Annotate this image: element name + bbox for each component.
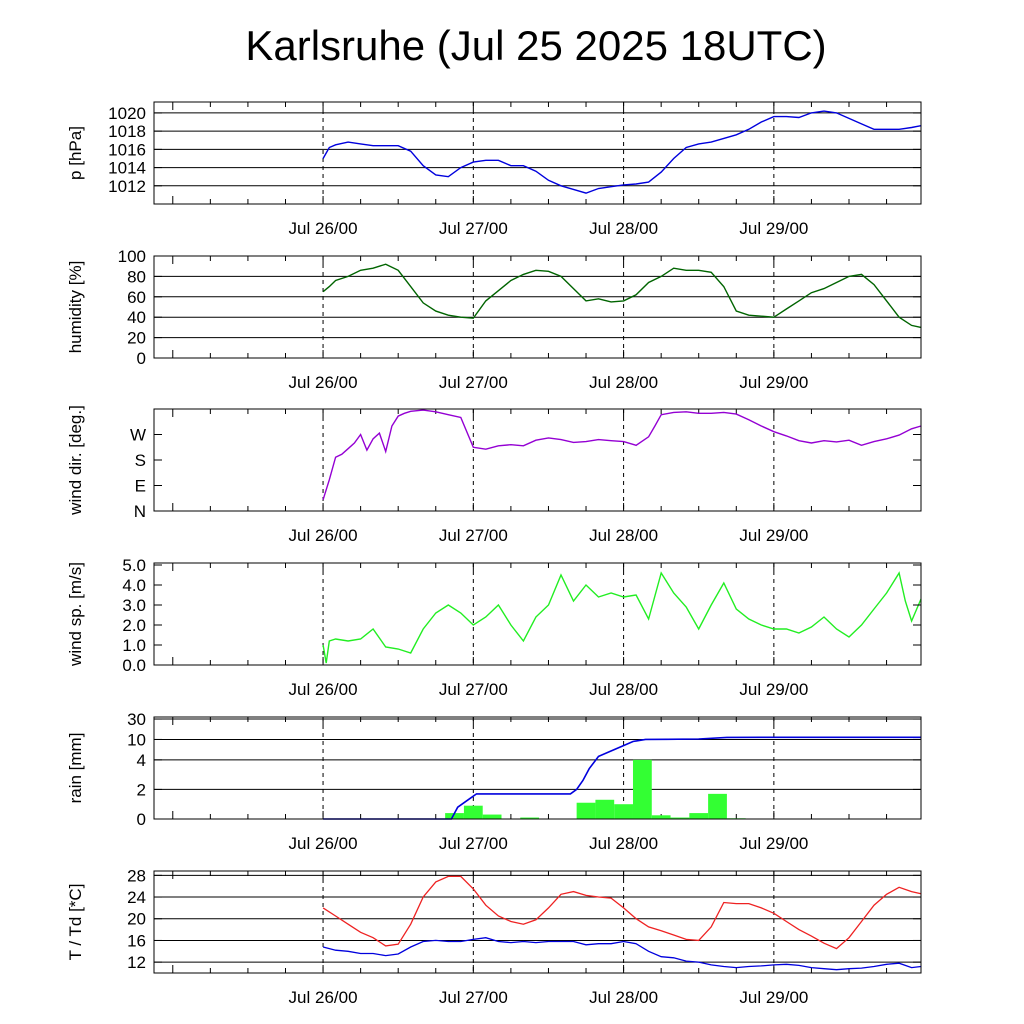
y-tick-label: 1014 [108,159,146,178]
x-tick-label: Jul 29/00 [739,680,808,699]
y-tick-label: 40 [127,308,146,327]
x-tick-label: Jul 26/00 [289,219,358,238]
panel-frame [153,870,922,974]
x-tick-label: Jul 28/00 [589,219,658,238]
x-tick-label: Jul 28/00 [589,526,658,545]
y-tick-label: 80 [127,267,146,286]
x-tick-label: Jul 27/00 [439,834,508,853]
panel-frame [153,255,922,359]
y-tick-label: 20 [127,910,146,929]
panel-frame [153,408,922,512]
x-tick-label: Jul 26/00 [289,988,358,1007]
y-tick-label: 12 [127,953,146,972]
x-tick-label: Jul 29/00 [739,988,808,1007]
y-tick-label: 10 [127,730,146,749]
x-tick-label: Jul 27/00 [439,988,508,1007]
wind-dir-line [322,409,922,500]
temperature-line [322,875,922,950]
rain-bar [520,817,540,819]
y-tick-label: 1012 [108,177,146,196]
y-tick-label: 0.0 [122,656,146,675]
x-tick-label: Jul 26/00 [289,680,358,699]
x-tick-label: Jul 26/00 [289,526,358,545]
y-tick-label: 4 [137,751,146,770]
y-tick-label: S [135,451,146,470]
x-tick-label: Jul 28/00 [589,373,658,392]
y-tick-label: 24 [127,888,146,907]
x-tick-label: Jul 28/00 [589,988,658,1007]
rain-cumulative-line [323,736,921,820]
y-tick-label: 28 [127,866,146,885]
y-axis-label: T / Td [*C] [66,884,85,961]
y-axis-label: p [hPa] [66,126,85,180]
humidity-line [322,263,922,329]
x-tick-label: Jul 27/00 [439,680,508,699]
panel-frame [153,101,922,205]
x-tick-label: Jul 28/00 [589,680,658,699]
y-tick-label: E [135,477,146,496]
y-tick-label: 4.0 [122,576,146,595]
y-tick-label: 2 [137,780,146,799]
rain-bar [651,815,671,819]
rain-bar [670,817,690,819]
rain-bar [482,814,502,819]
y-tick-label: 3.0 [122,596,146,615]
rain-bar [632,759,652,819]
x-tick-label: Jul 27/00 [439,373,508,392]
y-tick-label: 60 [127,288,146,307]
y-tick-label: 100 [118,247,146,266]
y-tick-label: 2.0 [122,616,146,635]
y-tick-label: 1.0 [122,636,146,655]
y-tick-label: 16 [127,931,146,950]
y-axis-label: wind sp. [m/s] [66,562,85,667]
x-tick-label: Jul 26/00 [289,834,358,853]
pressure-line [322,110,922,194]
y-tick-label: 0 [137,810,146,829]
x-tick-label: Jul 29/00 [739,373,808,392]
x-tick-label: Jul 27/00 [439,526,508,545]
y-tick-label: 1020 [108,104,146,123]
x-tick-label: Jul 26/00 [289,373,358,392]
rain-bar [708,793,727,819]
y-axis-label: humidity [%] [66,261,85,354]
y-tick-label: 20 [127,329,146,348]
chart-title: Karlsruhe (Jul 25 2025 18UTC) [245,22,827,69]
y-tick-label: 5.0 [122,556,146,575]
rain-bar [689,813,709,819]
rain-bar [576,802,596,819]
rain-bar [595,799,615,819]
rain-bar [463,805,483,819]
y-tick-label: N [134,502,146,521]
y-axis-label: rain [mm] [66,733,85,804]
y-tick-label: 1016 [108,140,146,159]
x-tick-label: Jul 29/00 [739,219,808,238]
panel-frame [153,562,922,666]
x-tick-label: Jul 27/00 [439,219,508,238]
x-tick-label: Jul 28/00 [589,834,658,853]
panel-frame [153,716,922,820]
x-tick-label: Jul 29/00 [739,834,808,853]
y-axis-label: wind dir. [deg.] [66,405,85,516]
y-tick-label: 0 [137,349,146,368]
rain-bar [614,804,633,819]
y-tick-label: 30 [127,710,146,729]
rain-bar [445,813,464,819]
y-tick-label: W [130,426,146,445]
dewpoint-line [322,937,922,971]
y-tick-label: 1018 [108,122,146,141]
wind-speed-line [322,571,922,664]
x-tick-label: Jul 29/00 [739,526,808,545]
